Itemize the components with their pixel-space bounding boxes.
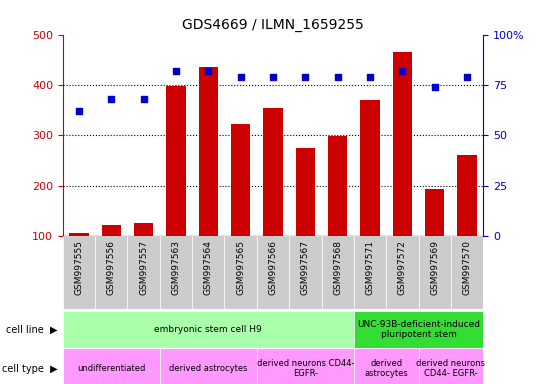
Text: cell line  ▶: cell line ▶	[6, 324, 57, 334]
Bar	[231, 124, 251, 286]
FancyBboxPatch shape	[354, 236, 386, 309]
FancyBboxPatch shape	[95, 236, 127, 309]
Bar	[425, 189, 444, 286]
Bar	[69, 233, 88, 286]
Bar	[295, 149, 315, 286]
Text: GSM997569: GSM997569	[430, 240, 439, 295]
Bar	[102, 225, 121, 286]
Bar	[458, 155, 477, 286]
Bar	[360, 99, 379, 286]
FancyBboxPatch shape	[354, 348, 419, 384]
Text: GSM997572: GSM997572	[398, 240, 407, 295]
Text: derived neurons
CD44- EGFR-: derived neurons CD44- EGFR-	[417, 359, 485, 378]
Text: derived
astrocytes: derived astrocytes	[364, 359, 408, 378]
FancyBboxPatch shape	[419, 236, 451, 309]
FancyBboxPatch shape	[63, 236, 95, 309]
Text: GSM997555: GSM997555	[74, 240, 84, 295]
Point	[204, 68, 213, 74]
Text: GSM997563: GSM997563	[171, 240, 181, 295]
Point	[75, 108, 84, 114]
Text: embryonic stem cell H9: embryonic stem cell H9	[155, 325, 262, 334]
FancyBboxPatch shape	[192, 236, 224, 309]
Text: GSM997564: GSM997564	[204, 240, 213, 295]
FancyBboxPatch shape	[419, 348, 483, 384]
Text: GSM997566: GSM997566	[269, 240, 277, 295]
Bar	[167, 86, 186, 286]
FancyBboxPatch shape	[63, 348, 160, 384]
Text: GSM997556: GSM997556	[107, 240, 116, 295]
Point	[462, 74, 471, 80]
Text: derived astrocytes: derived astrocytes	[169, 364, 247, 373]
Bar	[328, 136, 347, 286]
Bar	[199, 67, 218, 286]
FancyBboxPatch shape	[322, 236, 354, 309]
FancyBboxPatch shape	[257, 348, 354, 384]
Text: cell type  ▶: cell type ▶	[2, 364, 57, 374]
Point	[139, 96, 148, 102]
Bar	[263, 108, 283, 286]
Point	[301, 74, 310, 80]
FancyBboxPatch shape	[257, 236, 289, 309]
FancyBboxPatch shape	[451, 236, 483, 309]
FancyBboxPatch shape	[160, 348, 257, 384]
Point	[430, 84, 439, 90]
Text: derived neurons CD44-
EGFR-: derived neurons CD44- EGFR-	[257, 359, 354, 378]
Text: GSM997571: GSM997571	[365, 240, 375, 295]
Text: GSM997570: GSM997570	[462, 240, 472, 295]
FancyBboxPatch shape	[224, 236, 257, 309]
Text: GSM997565: GSM997565	[236, 240, 245, 295]
Point	[269, 74, 277, 80]
Text: undifferentiated: undifferentiated	[77, 364, 145, 373]
Title: GDS4669 / ILMN_1659255: GDS4669 / ILMN_1659255	[182, 18, 364, 32]
FancyBboxPatch shape	[354, 311, 483, 348]
FancyBboxPatch shape	[63, 311, 354, 348]
Text: GSM997567: GSM997567	[301, 240, 310, 295]
FancyBboxPatch shape	[386, 236, 419, 309]
Point	[366, 74, 375, 80]
Point	[236, 74, 245, 80]
FancyBboxPatch shape	[289, 236, 322, 309]
Point	[107, 96, 116, 102]
Point	[398, 68, 407, 74]
Text: UNC-93B-deficient-induced
pluripotent stem: UNC-93B-deficient-induced pluripotent st…	[357, 319, 480, 339]
FancyBboxPatch shape	[160, 236, 192, 309]
Point	[171, 68, 180, 74]
Bar	[134, 223, 153, 286]
Text: GSM997568: GSM997568	[333, 240, 342, 295]
FancyBboxPatch shape	[127, 236, 160, 309]
Bar	[393, 52, 412, 286]
Text: GSM997557: GSM997557	[139, 240, 148, 295]
Point	[333, 74, 342, 80]
